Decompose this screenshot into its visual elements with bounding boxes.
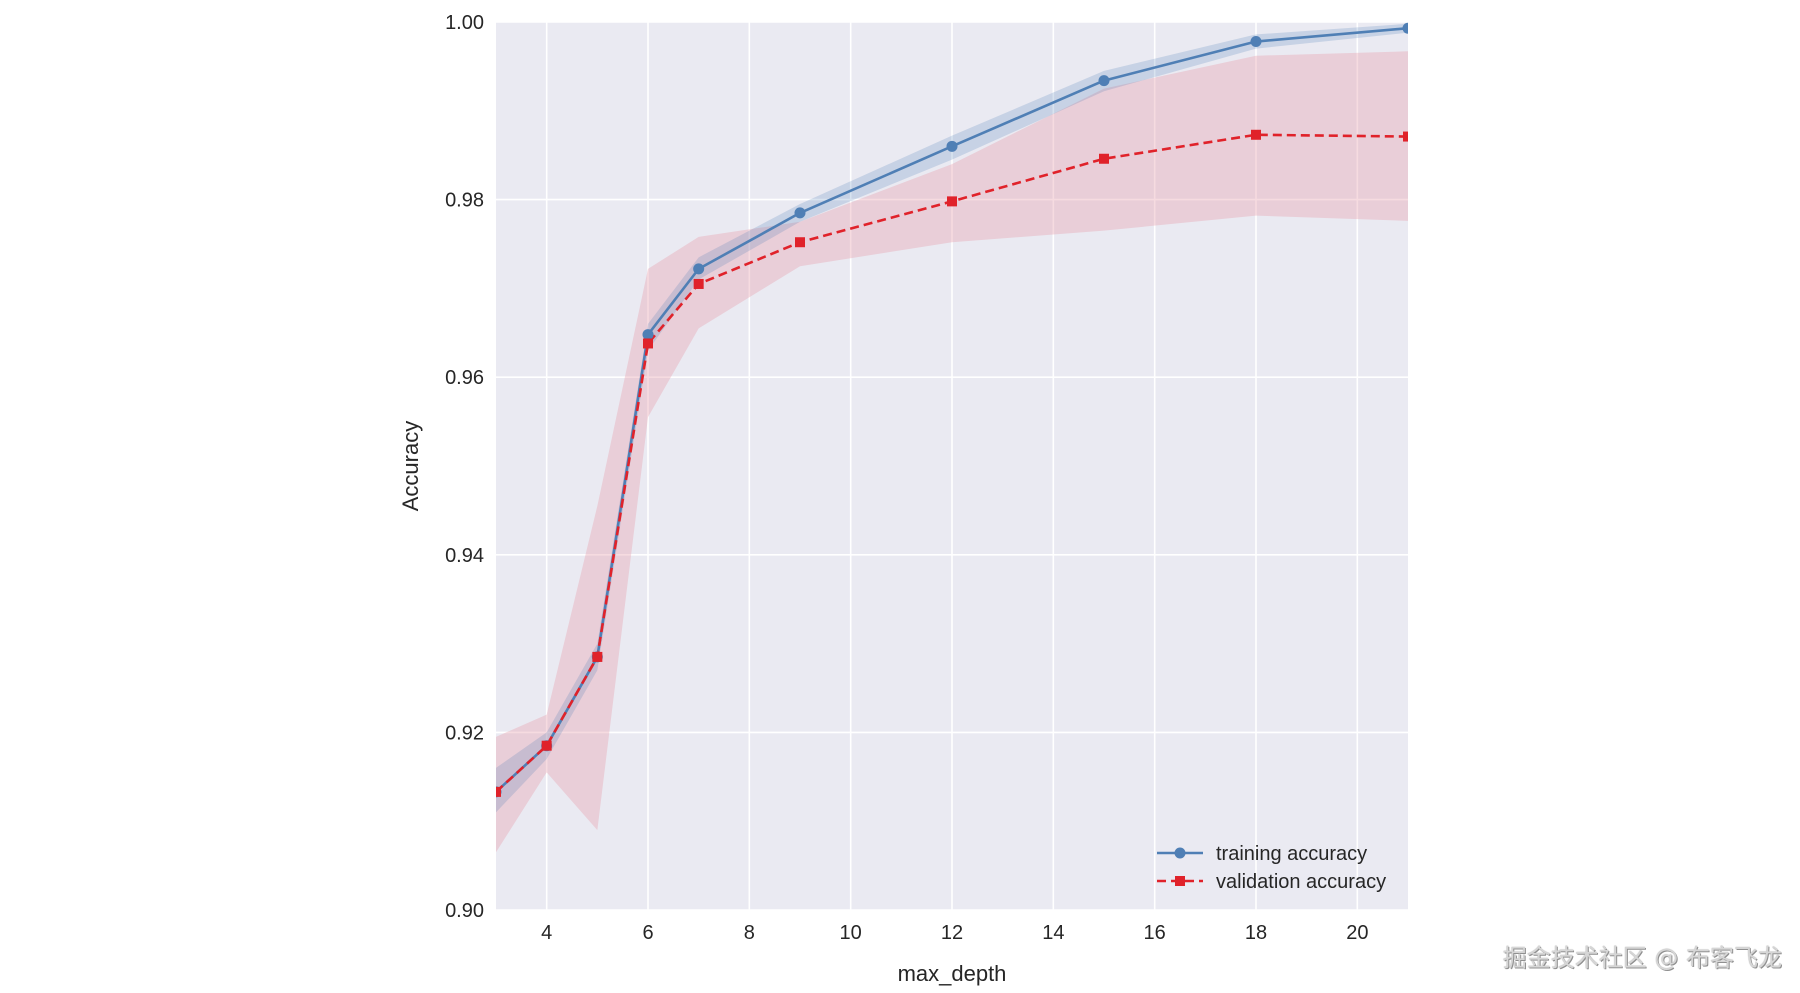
y-tick-label: 0.94 — [445, 545, 484, 567]
series-lines — [496, 26, 1408, 793]
x-tick-label: 20 — [1346, 922, 1368, 944]
x-tick-label: 10 — [840, 922, 862, 944]
validation-accuracy-point — [643, 338, 653, 349]
legend-marker-validation — [1175, 876, 1185, 886]
watermark-text: 掘金技术社区 @ 布客飞龙 — [1502, 944, 1782, 972]
legend-label-training: training accuracy — [1216, 843, 1367, 865]
validation-accuracy-point — [1251, 129, 1261, 140]
validation-accuracy-point — [795, 237, 805, 248]
legend-item-validation: validation accuracy — [1157, 871, 1386, 893]
legend-label-validation: validation accuracy — [1216, 871, 1386, 893]
validation-accuracy-band — [496, 51, 1408, 853]
training-accuracy-point — [794, 207, 806, 219]
confidence-bands — [496, 23, 1408, 853]
training-accuracy-point — [946, 140, 958, 152]
validation-accuracy-point — [1099, 153, 1109, 164]
validation-accuracy-point — [592, 651, 603, 662]
tick-labels: 4 6 8 10 12 14 16 18 20 0.90 0.92 0.94 0.96 0.98 1.00 — [445, 12, 1368, 944]
x-tick-label: 14 — [1042, 922, 1064, 944]
x-tick-label: 12 — [941, 922, 963, 944]
y-tick-label: 0.92 — [445, 722, 484, 744]
x-axis-label: max_depth — [898, 961, 1007, 986]
y-tick-label: 0.90 — [445, 900, 484, 922]
training-accuracy-point — [642, 329, 654, 341]
legend: training accuracy validation accuracy — [1157, 843, 1386, 893]
x-tick-label: 6 — [642, 922, 653, 944]
x-tick-label: 8 — [744, 922, 755, 944]
training-accuracy-point — [1402, 22, 1408, 34]
x-tick-label: 16 — [1144, 922, 1166, 944]
legend-marker-training — [1174, 847, 1186, 859]
training-accuracy-point — [1098, 75, 1110, 87]
y-tick-label: 0.98 — [445, 190, 484, 212]
training-accuracy-point — [693, 263, 705, 275]
y-axis-label: Accuracy — [398, 421, 423, 511]
legend-item-training: training accuracy — [1157, 843, 1367, 865]
series-markers — [496, 22, 1408, 798]
y-tick-label: 0.96 — [445, 367, 484, 389]
validation-accuracy-point — [541, 740, 552, 751]
x-tick-label: 4 — [541, 922, 552, 944]
training-accuracy-point — [1250, 36, 1262, 48]
validation-accuracy-point — [496, 786, 501, 797]
validation-accuracy-line — [496, 133, 1408, 793]
x-tick-label: 18 — [1245, 922, 1267, 944]
validation-accuracy-point — [1403, 131, 1408, 142]
validation-accuracy-point — [693, 278, 704, 289]
y-tick-label: 1.00 — [445, 12, 484, 34]
validation-accuracy-point — [947, 196, 957, 207]
